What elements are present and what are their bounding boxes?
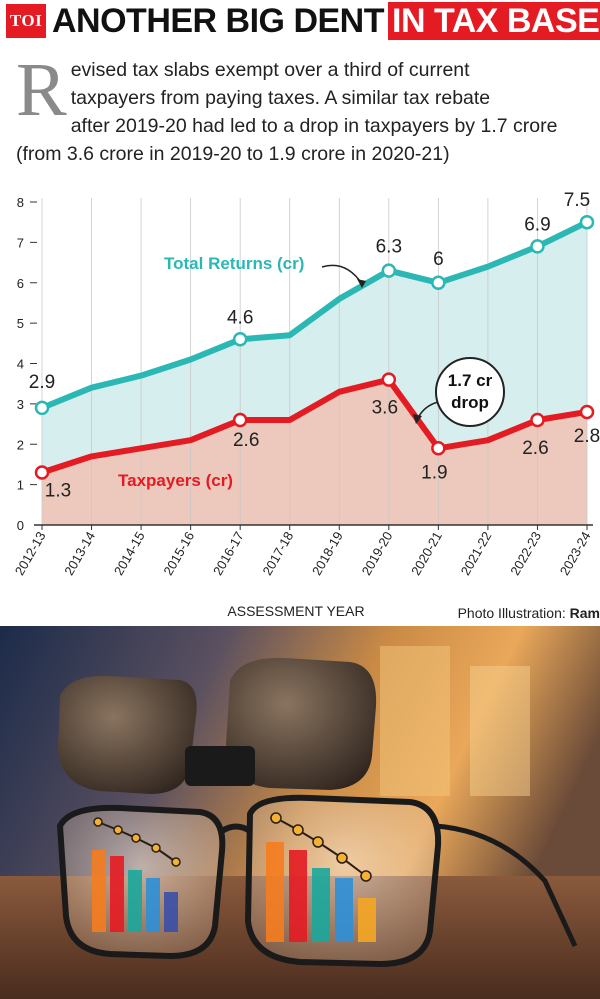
left-lens-bar xyxy=(128,870,142,932)
intro-line-4: (from 3.6 crore in 2019-20 to 1.9 crore … xyxy=(16,143,450,165)
toi-logo: TOI xyxy=(6,4,46,38)
headline-part1: ANOTHER BIG DENT xyxy=(52,2,385,40)
total-returns-point-label: 7.5 xyxy=(564,190,590,211)
total-returns-series-label: Total Returns (cr) xyxy=(164,254,304,273)
y-tick-label: 1 xyxy=(17,478,24,493)
total-returns-point-label: 6 xyxy=(433,249,444,270)
total-returns-marker xyxy=(530,239,545,254)
taxpayers-marker xyxy=(381,372,397,387)
taxpayers-point-label: 2.6 xyxy=(233,430,259,451)
intro-line-3: after 2019-20 had led to a drop in taxpa… xyxy=(70,115,558,137)
window-light-2 xyxy=(470,666,530,796)
left-lens-bar xyxy=(146,878,160,932)
drop-annotation-pointer-head xyxy=(413,414,422,424)
total-returns-marker xyxy=(232,332,248,347)
clip-hinge xyxy=(185,746,255,786)
taxpayers-marker xyxy=(34,465,50,480)
x-tick-label: 2022-23 xyxy=(507,529,544,578)
x-tick-label: 2015-16 xyxy=(160,529,197,578)
taxpayers-point-label: 2.8 xyxy=(574,426,600,447)
total-returns-pointer xyxy=(321,264,363,285)
x-tick-label: 2019-20 xyxy=(359,529,396,578)
x-tick-label: 2012-13 xyxy=(12,529,49,578)
right-lens-bar xyxy=(335,878,353,942)
y-tick-label: 3 xyxy=(17,397,24,412)
total-returns-marker xyxy=(431,275,446,290)
taxpayers-marker xyxy=(431,441,446,456)
taxpayers-series-label: Taxpayers (cr) xyxy=(118,471,233,490)
x-tick-label: 2023-24 xyxy=(557,529,594,578)
dropcap: R xyxy=(16,48,67,132)
glasses-illustration xyxy=(0,626,600,999)
total-returns-point-label: 6.9 xyxy=(524,214,550,235)
y-tick-label: 2 xyxy=(17,437,24,452)
drop-annotation-line1: 1.7 cr xyxy=(448,371,493,390)
x-tick-label: 2014-15 xyxy=(111,529,148,578)
taxpayers-point-label: 1.9 xyxy=(421,462,447,483)
total-returns-marker xyxy=(579,214,595,230)
x-tick-label: 2021-22 xyxy=(458,529,495,578)
taxpayers-line xyxy=(41,376,588,476)
headline-part2: IN TAX BASE xyxy=(388,2,600,40)
taxpayers-area xyxy=(42,379,587,525)
taxpayers-marker xyxy=(579,404,595,420)
y-tick-label: 4 xyxy=(17,357,24,372)
left-lens-bar xyxy=(164,892,178,932)
taxpayers-marker xyxy=(530,412,545,428)
intro-line-1: evised tax slabs exempt over a third of … xyxy=(70,59,470,81)
header: TOI ANOTHER BIG DENT IN TAX BASE xyxy=(0,0,600,44)
total-returns-line xyxy=(40,219,589,411)
drop-annotation-line2: drop xyxy=(451,393,489,412)
total-returns-point-label: 4.6 xyxy=(227,307,253,328)
taxpayers-marker xyxy=(232,412,248,428)
total-returns-point-label: 6.3 xyxy=(376,237,402,258)
intro-text: R evised tax slabs exempt over a third o… xyxy=(16,48,596,168)
intro-line-2: taxpayers from paying taxes. A similar t… xyxy=(70,87,491,109)
taxpayers-point-label: 1.3 xyxy=(45,481,71,502)
x-axis-title: ASSESSMENT YEAR xyxy=(227,603,364,619)
window-light xyxy=(380,646,450,796)
x-tick-label: 2020-21 xyxy=(408,529,445,578)
temple-arm xyxy=(435,823,578,948)
y-tick-label: 0 xyxy=(17,518,24,533)
credit-name: Ram xyxy=(569,605,600,621)
right-lens-bar xyxy=(289,850,307,942)
y-tick-label: 5 xyxy=(17,316,24,331)
right-lens-bar xyxy=(358,898,376,942)
credit-label: Photo Illustration: xyxy=(457,605,566,621)
left-shade-lens xyxy=(58,675,197,794)
y-tick-label: 7 xyxy=(17,235,24,250)
left-lens-bar xyxy=(92,850,106,932)
right-shade-lens xyxy=(226,657,377,790)
x-tick-label: 2016-17 xyxy=(210,529,247,578)
headline: ANOTHER BIG DENT IN TAX BASE xyxy=(52,1,600,41)
left-trend-dots xyxy=(93,817,181,867)
left-lens-bar xyxy=(110,856,124,932)
y-tick-label: 6 xyxy=(17,276,24,291)
y-tick-label: 8 xyxy=(17,195,24,210)
x-tick-label: 2013-14 xyxy=(61,529,98,578)
taxpayers-point-label: 3.6 xyxy=(372,398,398,419)
x-tick-label: 2017-18 xyxy=(259,529,296,578)
taxpayers-point-label: 2.6 xyxy=(522,438,548,459)
nose-bridge xyxy=(220,823,252,834)
total-returns-pointer-head xyxy=(357,279,366,288)
total-returns-marker xyxy=(34,400,50,416)
right-lens-bar xyxy=(266,842,284,942)
photo-credit: Photo Illustration: Ram xyxy=(458,605,600,621)
total-returns-point-label: 2.9 xyxy=(29,372,55,393)
right-lens-bar xyxy=(312,868,330,942)
drop-annotation-circle xyxy=(435,357,505,427)
total-returns-marker xyxy=(381,263,397,278)
right-trend-dots xyxy=(270,812,372,882)
x-tick-label: 2018-19 xyxy=(309,529,346,578)
tax-chart: 0 1 2 3 4 5 6 7 8 2012-13 2013-14 2014-15 2015-16 201… xyxy=(12,190,600,619)
